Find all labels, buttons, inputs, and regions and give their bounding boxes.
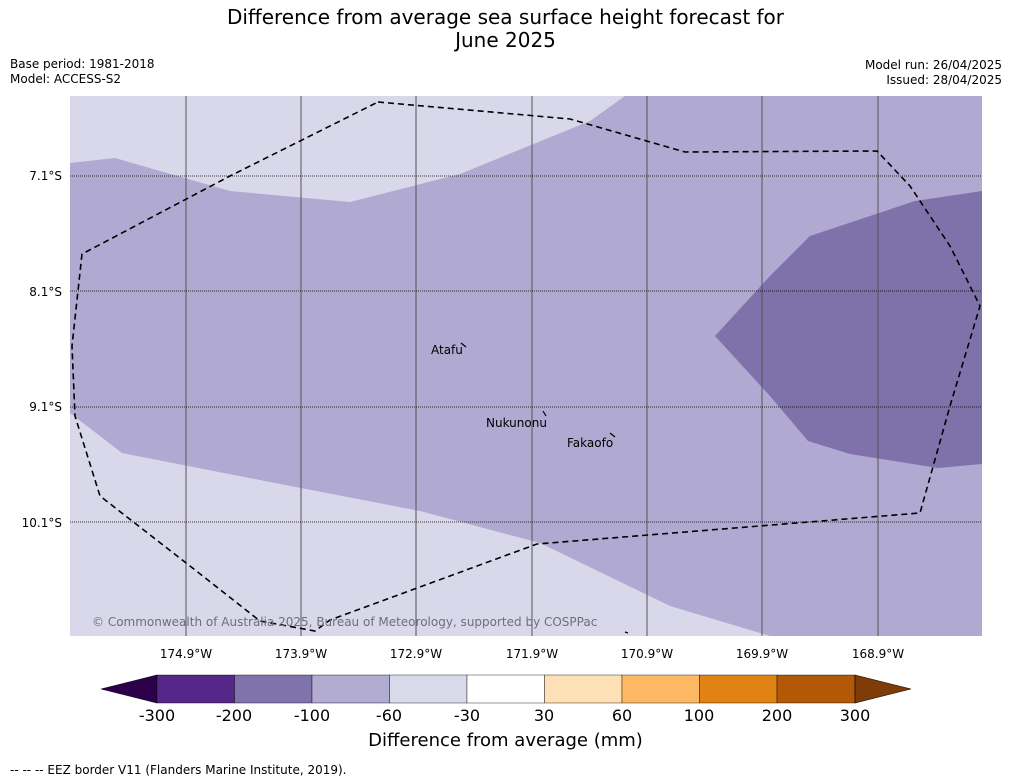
colorbar-tick-m60: -60 bbox=[375, 706, 403, 725]
eez-legend: -- -- -- EEZ border V11 (Flanders Marine… bbox=[10, 763, 347, 777]
colorbar-segment-9 bbox=[776, 674, 856, 704]
colorbar-tick-m30: -30 bbox=[453, 706, 481, 725]
colorbar-segment-2 bbox=[234, 674, 313, 704]
colorbar-title: Difference from average (mm) bbox=[368, 730, 643, 751]
map-panel: Atafu Nukunonu Fakaofo © Commonwealth of… bbox=[70, 96, 982, 636]
lon-label-170-9w: 170.9°W bbox=[620, 647, 674, 661]
lon-label-172-9w: 172.9°W bbox=[389, 647, 443, 661]
title-line-2: June 2025 bbox=[455, 28, 556, 52]
colorbar-tick-m100: -100 bbox=[293, 706, 331, 725]
longitude-gridlines bbox=[185, 96, 879, 636]
lat-label-8-1s: 8.1°S bbox=[29, 285, 62, 299]
lon-label-173-9w: 173.9°W bbox=[274, 647, 328, 661]
colorbar-segment-7 bbox=[621, 674, 700, 704]
colorbar-tick-100: 100 bbox=[683, 706, 715, 725]
colorbar bbox=[100, 674, 912, 704]
lon-label-174-9w: 174.9°W bbox=[159, 647, 213, 661]
lon-label-171-9w: 171.9°W bbox=[505, 647, 559, 661]
colorbar-segment-3 bbox=[311, 674, 390, 704]
small-reef-shape bbox=[624, 631, 629, 634]
colorbar-segment-1 bbox=[156, 674, 235, 704]
colorbar-tick-30: 30 bbox=[533, 706, 555, 725]
colorbar-extend-high bbox=[854, 674, 912, 704]
colorbar-extend-low bbox=[100, 674, 158, 704]
lat-label-7-1s: 7.1°S bbox=[29, 169, 62, 183]
copyright-text: © Commonwealth of Australia 2025, Bureau… bbox=[92, 615, 597, 629]
nukunonu-island-shape bbox=[542, 410, 547, 417]
band-medium bbox=[70, 96, 982, 636]
colorbar-segment-5 bbox=[466, 674, 545, 704]
band-dark bbox=[715, 191, 982, 468]
model-name: Model: ACCESS-S2 bbox=[10, 72, 122, 86]
issued-date: Issued: 28/04/2025 bbox=[886, 73, 1002, 87]
eez-border bbox=[71, 101, 981, 632]
colorbar-tick-m200: -200 bbox=[215, 706, 253, 725]
colorbar-segment-8 bbox=[699, 674, 778, 704]
lon-label-169-9w: 169.9°W bbox=[735, 647, 789, 661]
fakaofo-island-shape bbox=[609, 432, 616, 438]
colorbar-tick-60: 60 bbox=[611, 706, 633, 725]
place-label-fakaofo: Fakaofo bbox=[567, 436, 613, 450]
model-run: Model run: 26/04/2025 bbox=[864, 58, 1002, 72]
title-line-1: Difference from average sea surface heig… bbox=[226, 5, 785, 29]
colorbar-segment-4 bbox=[389, 674, 468, 704]
lat-label-10-1s: 10.1°S bbox=[21, 516, 62, 530]
colorbar-segment-6 bbox=[544, 674, 623, 704]
atafu-island-shape bbox=[460, 342, 467, 348]
meta-right: Model run: 26/04/2025 Issued: 28/04/2025 bbox=[865, 58, 1002, 88]
base-period: Base period: 1981-2018 bbox=[10, 57, 155, 71]
islands bbox=[460, 342, 629, 634]
colorbar-tick-m300: -300 bbox=[138, 706, 176, 725]
colorbar-tick-200: 200 bbox=[761, 706, 793, 725]
place-label-nukunonu: Nukunonu bbox=[486, 416, 547, 430]
meta-left: Base period: 1981-2018 Model: ACCESS-S2 bbox=[10, 57, 155, 87]
lat-label-9-1s: 9.1°S bbox=[29, 400, 62, 414]
place-label-atafu: Atafu bbox=[431, 343, 463, 357]
lon-label-168-9w: 168.9°W bbox=[851, 647, 905, 661]
colorbar-tick-300: 300 bbox=[839, 706, 871, 725]
latitude-gridlines bbox=[70, 175, 982, 523]
chart-title: Difference from average sea surface heig… bbox=[0, 6, 1011, 52]
